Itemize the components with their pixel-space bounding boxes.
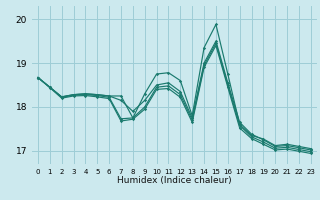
X-axis label: Humidex (Indice chaleur): Humidex (Indice chaleur) [117,176,232,185]
